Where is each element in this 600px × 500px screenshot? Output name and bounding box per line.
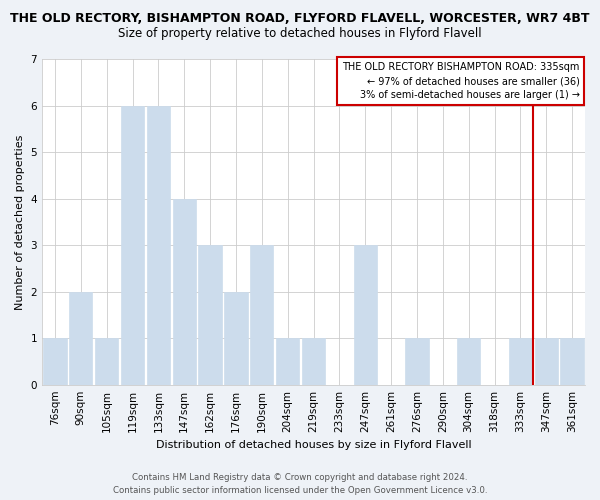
Bar (69, 292, 92, 384)
Text: Contains HM Land Registry data © Crown copyright and database right 2024.
Contai: Contains HM Land Registry data © Crown c… (113, 474, 487, 495)
Bar (302, 338, 325, 384)
X-axis label: Distribution of detached houses by size in Flyford Flavell: Distribution of detached houses by size … (156, 440, 472, 450)
Bar (43, 338, 67, 384)
Bar (457, 338, 480, 384)
Bar (147, 106, 170, 384)
Bar (560, 338, 584, 384)
Text: Size of property relative to detached houses in Flyford Flavell: Size of property relative to detached ho… (118, 28, 482, 40)
Y-axis label: Number of detached properties: Number of detached properties (15, 134, 25, 310)
Bar (173, 198, 196, 384)
Text: THE OLD RECTORY BISHAMPTON ROAD: 335sqm
← 97% of detached houses are smaller (36: THE OLD RECTORY BISHAMPTON ROAD: 335sqm … (342, 62, 580, 100)
Bar (224, 292, 248, 384)
Bar (250, 245, 274, 384)
Bar (535, 338, 558, 384)
Text: THE OLD RECTORY, BISHAMPTON ROAD, FLYFORD FLAVELL, WORCESTER, WR7 4BT: THE OLD RECTORY, BISHAMPTON ROAD, FLYFOR… (10, 12, 590, 26)
Bar (509, 338, 532, 384)
Bar (406, 338, 428, 384)
Bar (353, 245, 377, 384)
Bar (199, 245, 222, 384)
Bar (121, 106, 144, 384)
Bar (95, 338, 118, 384)
Bar (276, 338, 299, 384)
